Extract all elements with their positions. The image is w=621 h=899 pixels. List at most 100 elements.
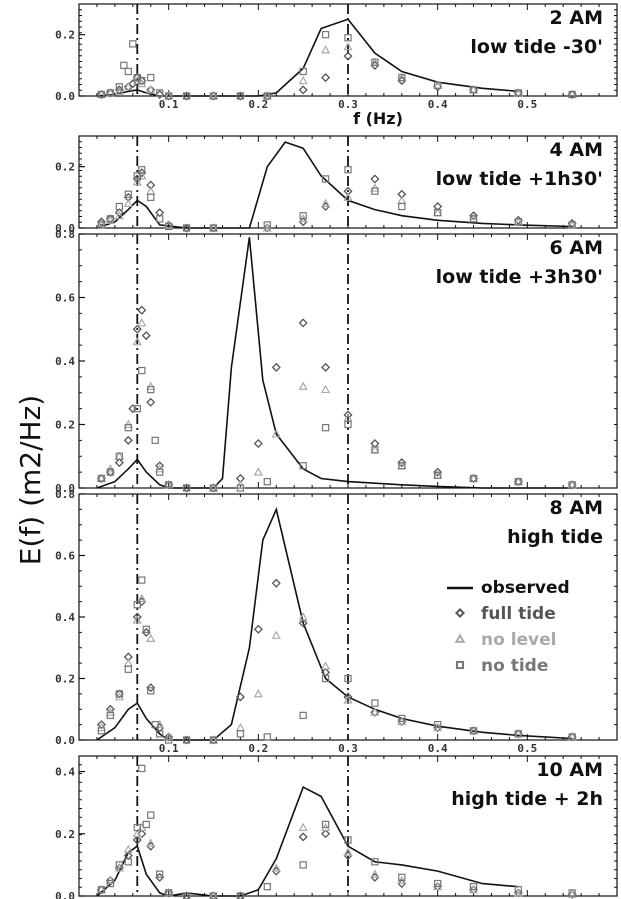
legend-label: no tide xyxy=(481,656,548,676)
point-no-tide xyxy=(151,436,159,445)
point-no-tide xyxy=(147,193,155,201)
point-no-tide xyxy=(398,462,406,470)
point-no-level xyxy=(114,210,124,220)
point-no-level xyxy=(146,186,156,195)
point-full-tide xyxy=(123,435,133,445)
point-no-tide xyxy=(344,166,352,174)
y-tick-label: 0.0 xyxy=(55,90,75,103)
point-no-tide xyxy=(115,690,124,698)
point-no-tide xyxy=(182,892,191,899)
x-tick-label: 0.2 xyxy=(248,98,268,111)
point-no-tide xyxy=(182,484,191,492)
x-tick-label: 0.2 xyxy=(248,742,268,755)
point-no-tide xyxy=(209,892,218,899)
point-no-tide xyxy=(568,733,576,741)
x-axis-label: f (Hz) xyxy=(353,109,403,128)
point-no-tide xyxy=(165,222,173,231)
point-no-tide xyxy=(106,215,115,223)
point-no-level xyxy=(137,318,147,327)
point-no-level xyxy=(146,838,156,847)
x-tick-label: 0.1 xyxy=(159,98,179,111)
point-no-tide xyxy=(398,73,406,82)
x-tick-label: 0.5 xyxy=(517,742,537,755)
point-no-level xyxy=(320,198,331,207)
point-no-level xyxy=(235,722,246,732)
point-no-tide xyxy=(129,40,137,48)
point-no-tide xyxy=(182,224,191,232)
point-full-tide xyxy=(182,891,192,899)
point-no-level xyxy=(253,467,263,476)
point-no-tide xyxy=(156,89,164,97)
point-no-tide xyxy=(434,720,442,729)
point-no-tide xyxy=(97,90,106,99)
point-no-tide xyxy=(97,221,106,229)
point-no-tide xyxy=(469,474,478,483)
point-full-tide xyxy=(370,707,380,717)
point-no-tide xyxy=(138,77,146,85)
panel-title-tide: high tide xyxy=(507,526,603,548)
point-no-tide xyxy=(106,89,115,97)
point-full-tide xyxy=(298,318,308,328)
point-no-tide xyxy=(124,424,132,432)
point-no-tide xyxy=(299,67,307,76)
point-no-tide xyxy=(469,86,478,94)
point-no-level xyxy=(567,889,577,898)
point-full-tide xyxy=(146,397,156,407)
legend-label: observed xyxy=(481,578,570,598)
legend-square-icon xyxy=(455,660,465,670)
point-no-tide xyxy=(156,730,164,738)
legend: observed full tide no level no tide xyxy=(447,578,570,676)
point-full-tide xyxy=(567,889,577,899)
point-no-tide xyxy=(263,883,271,891)
panel-title-tide: low tide +3h30' xyxy=(436,266,603,288)
panel-4: 0.0 0.2 0.4 0.6 0.8 0.1 0.2 0.3 0.4 0.5 8 AM high t… xyxy=(55,488,618,755)
point-full-tide xyxy=(132,835,142,845)
point-no-tide xyxy=(469,883,478,891)
point-full-tide xyxy=(132,324,142,334)
point-full-tide xyxy=(469,211,479,221)
point-no-level xyxy=(123,658,133,667)
point-no-tide xyxy=(147,811,155,819)
point-no-level xyxy=(320,384,331,394)
point-no-tide xyxy=(398,202,406,211)
y-tick-label: 0.2 xyxy=(55,29,75,42)
point-no-tide xyxy=(115,861,124,869)
point-no-level xyxy=(137,593,147,603)
point-no-tide xyxy=(138,366,146,375)
y-tick-label: 0.2 xyxy=(55,828,75,841)
point-no-tide xyxy=(133,404,141,413)
point-full-tide xyxy=(343,692,353,702)
panel-title-time: 10 AM xyxy=(536,759,603,781)
point-full-tide xyxy=(141,627,151,637)
point-no-level xyxy=(105,215,116,224)
point-full-tide xyxy=(271,578,281,588)
point-no-level xyxy=(132,337,142,346)
x-tick-label: 0.4 xyxy=(428,742,448,755)
point-no-level xyxy=(343,695,353,704)
point-no-tide xyxy=(147,687,155,695)
x-tick-label: 0.3 xyxy=(338,98,358,111)
point-no-tide xyxy=(165,481,173,489)
point-no-tide xyxy=(156,468,164,476)
series-observed-line xyxy=(96,785,519,897)
y-tick-label: 0.6 xyxy=(55,292,75,305)
point-no-tide xyxy=(263,221,271,229)
point-full-tide xyxy=(208,891,219,899)
point-no-tide xyxy=(138,576,146,584)
x-tick-label: 0.4 xyxy=(428,98,448,111)
point-no-tide xyxy=(106,879,115,888)
point-no-level xyxy=(397,195,407,204)
point-full-tide xyxy=(262,223,272,233)
panel-title-tide: low tide -30' xyxy=(470,36,603,58)
legend-label: full tide xyxy=(481,604,556,624)
point-full-tide xyxy=(271,362,281,372)
point-full-tide xyxy=(137,305,147,315)
point-no-tide xyxy=(236,730,245,738)
point-no-tide xyxy=(344,34,352,42)
point-no-level xyxy=(271,429,281,438)
point-no-tide xyxy=(97,886,106,894)
point-no-tide xyxy=(299,212,307,220)
point-no-tide xyxy=(124,67,132,76)
point-full-tide xyxy=(513,888,523,898)
